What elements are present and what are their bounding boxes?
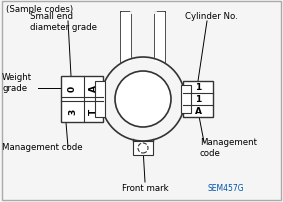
Text: 1: 1 (195, 83, 201, 92)
Text: 3: 3 (68, 108, 77, 114)
Text: A: A (194, 107, 201, 116)
Bar (121, 13, 131, 63)
Text: Small end
diameter grade: Small end diameter grade (30, 12, 97, 32)
Text: Cylinder No.: Cylinder No. (185, 12, 238, 21)
Text: Weight
grade: Weight grade (2, 73, 32, 93)
Text: A: A (89, 85, 98, 92)
Text: SEM457G: SEM457G (208, 183, 245, 192)
Circle shape (115, 72, 171, 127)
Text: Management
code: Management code (200, 137, 257, 157)
Text: 0: 0 (68, 85, 77, 91)
Bar (155, 13, 165, 63)
Bar (181, 86, 191, 114)
Text: Management code: Management code (2, 143, 83, 152)
Text: Front mark: Front mark (122, 184, 168, 193)
Text: (Sample codes): (Sample codes) (6, 5, 73, 14)
Bar (61, 77, 103, 122)
Bar (183, 82, 213, 117)
Bar (95, 82, 105, 117)
Text: 1: 1 (195, 95, 201, 104)
Text: T: T (89, 108, 98, 114)
Bar (133, 141, 153, 155)
